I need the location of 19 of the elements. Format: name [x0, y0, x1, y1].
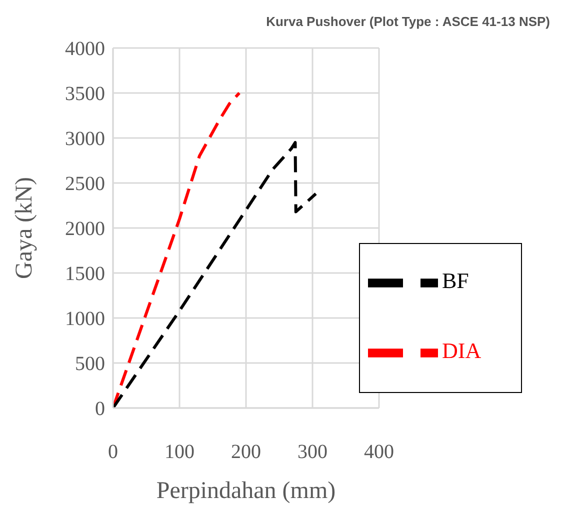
y-tick-label: 2500	[65, 173, 105, 196]
y-tick-label: 3000	[65, 128, 105, 150]
text: Kurva Pushover (Plot Type : ASCE 41-13 NSP)	[266, 14, 550, 29]
y-tick-label: 1000	[65, 308, 105, 330]
y-tick-label: 1500	[65, 263, 105, 286]
x-tick-label: 300	[298, 441, 328, 464]
y-tick-label: 3500	[65, 83, 105, 106]
y-tick-label: 4000	[65, 38, 105, 60]
x-tick-label: 400	[364, 441, 394, 464]
y-tick-label: 500	[75, 353, 105, 376]
y-tick-label: 2000	[65, 218, 105, 240]
line-series	[113, 141, 318, 408]
legend-label: DIA	[442, 338, 482, 364]
y-axis-title: Gaya (kN)	[12, 177, 38, 279]
legend-label: BF	[442, 268, 469, 294]
x-tick-label: 200	[231, 441, 261, 464]
y-tick-label: 0	[95, 398, 105, 420]
x-tick-label: 100	[164, 441, 194, 464]
x-axis-title: Perpindahan (mm)	[156, 478, 336, 504]
